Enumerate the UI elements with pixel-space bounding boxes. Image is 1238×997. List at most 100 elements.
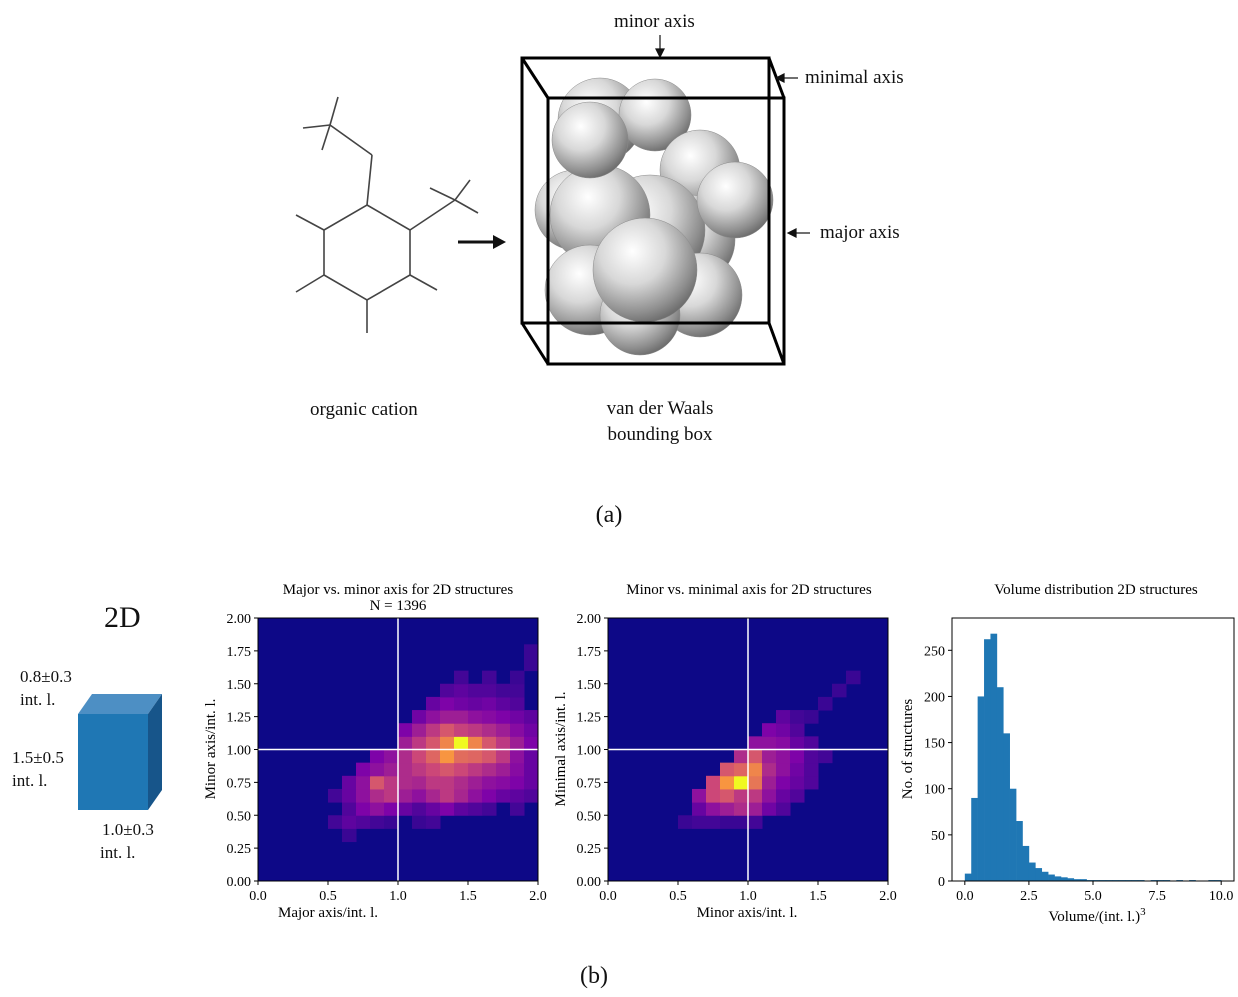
y-tick-label: 1.25: [577, 711, 602, 726]
reference-lines: [258, 618, 538, 881]
heatmap-cell: [692, 815, 707, 829]
heatmap-cell: [482, 802, 497, 816]
heatmap-cell: [510, 788, 525, 803]
heatmap-cell: [454, 670, 469, 685]
heatmap-cell: [440, 775, 455, 790]
heatmap-cell: [426, 775, 441, 790]
histogram-bar: [996, 687, 1004, 881]
x-tick-label: 0.0: [599, 889, 617, 904]
heatmap-cell: [426, 802, 441, 816]
heatmap-cell: [370, 749, 385, 764]
chart-title: Volume distribution 2D structures: [994, 582, 1198, 598]
heatmap-cell: [734, 749, 749, 764]
heatmap-cell: [790, 775, 805, 790]
histogram-bar: [1054, 876, 1062, 881]
x-tick-label: 1.0: [739, 889, 757, 904]
heatmap-cell: [426, 736, 441, 750]
heatmap-cell: [678, 815, 693, 829]
heatmap-cell: [496, 683, 511, 698]
heatmap-cell: [776, 775, 791, 790]
heatmap-cell: [398, 802, 413, 816]
heatmap-cell: [468, 762, 483, 777]
heatmap-cell: [328, 815, 343, 829]
heatmap-cell: [762, 802, 777, 816]
x-tick-label: 0.0: [956, 889, 974, 904]
block-title: 2D: [104, 601, 141, 634]
y-tick-label: 200: [924, 690, 945, 705]
chart-title: Minor vs. minimal axis for 2D structures: [626, 582, 872, 598]
heatmap-cell: [524, 736, 539, 750]
y-tick-label: 0.50: [577, 809, 602, 824]
x-tick-label: 2.5: [1020, 889, 1038, 904]
x-tick-label: 0.5: [669, 889, 687, 904]
heatmap-cell: [440, 683, 455, 698]
axis-ticks: 0.0 0.5 1.0 1.5 2.0 0.00 0.25 0.50 0.75 1.00 1.25 1…: [227, 612, 547, 904]
heatmap-cell: [440, 788, 455, 803]
heatmap-cell: [818, 696, 833, 711]
heatmap-cell: [482, 788, 497, 803]
y-tick-label: 2.00: [227, 612, 252, 627]
heatmap-cell: [496, 723, 511, 737]
y-tick-label: 150: [924, 737, 945, 752]
heatmap-cell: [510, 723, 525, 737]
heatmap-cell: [454, 736, 469, 750]
heatmap-cell: [454, 762, 469, 777]
heatmap-cell: [454, 749, 469, 764]
heatmap-cell: [748, 775, 763, 790]
y-tick-label: 1.50: [577, 678, 602, 693]
histogram-bar: [964, 873, 972, 881]
heatmap-cell: [734, 775, 749, 790]
heatmap-cell: [468, 775, 483, 790]
y-tick-label: 0.25: [577, 842, 602, 857]
histogram-bar: [1067, 878, 1075, 881]
chart-subtitle: N = 1396: [370, 598, 427, 614]
y-tick-label: 1.00: [577, 744, 602, 759]
histogram-bars: [964, 633, 1222, 881]
block-top-dim-value: 0.8±0.3: [20, 667, 72, 686]
heatmap-cell: [398, 775, 413, 790]
major-axis-label: major axis: [820, 222, 900, 243]
heatmap-cell: [426, 723, 441, 737]
y-tick-label: 0.25: [227, 842, 252, 857]
heatmap-cell: [524, 657, 539, 672]
heatmap-cell: [468, 696, 483, 711]
heatmap-cell: [748, 802, 763, 816]
heatmap-cell: [482, 723, 497, 737]
block-side-face: [148, 694, 162, 810]
heatmap-cell: [454, 788, 469, 803]
heatmap-cell: [482, 775, 497, 790]
heatmap-cell: [706, 802, 721, 816]
x-tick-label: 2.0: [529, 889, 547, 904]
heatmap-cell: [510, 683, 525, 698]
y-tick-label: 1.00: [227, 744, 252, 759]
minimal-axis-label: minimal axis: [805, 67, 904, 88]
y-axis-label: Minimal axis/int. l.: [553, 692, 569, 807]
heatmap-cell: [496, 775, 511, 790]
y-tick-label: 100: [924, 783, 945, 798]
heatmap-cell: [804, 749, 819, 764]
histogram-bar: [990, 633, 998, 881]
x-tick-label: 1.5: [459, 889, 477, 904]
heatmap-cell: [790, 749, 805, 764]
heatmap-cell: [398, 723, 413, 737]
axis-ticks: 0.0 0.5 1.0 1.5 2.0 0.00 0.25 0.50 0.75 1.00 1.25 1…: [577, 612, 897, 904]
heatmap-cell: [762, 788, 777, 803]
heatmap-cell: [524, 723, 539, 737]
heatmap-cell: [454, 802, 469, 816]
heatmap-cell: [776, 762, 791, 777]
heatmap-cell: [720, 802, 735, 816]
x-tick-label: 0.5: [319, 889, 337, 904]
heatmap-cell: [370, 815, 385, 829]
heatmap-cell: [762, 775, 777, 790]
heatmap-cell: [706, 775, 721, 790]
heatmap-cell: [748, 762, 763, 777]
heatmap-cell: [804, 762, 819, 777]
heatmap-cell: [454, 710, 469, 724]
heatmap-cell: [734, 788, 749, 803]
heatmap-cell: [510, 802, 525, 816]
panel-b-caption: (b): [580, 963, 608, 989]
minor-axis-label: minor axis: [614, 11, 695, 32]
heatmap-cell: [412, 815, 427, 829]
y-tick-label: 1.50: [227, 678, 252, 693]
heatmap-cell: [762, 749, 777, 764]
